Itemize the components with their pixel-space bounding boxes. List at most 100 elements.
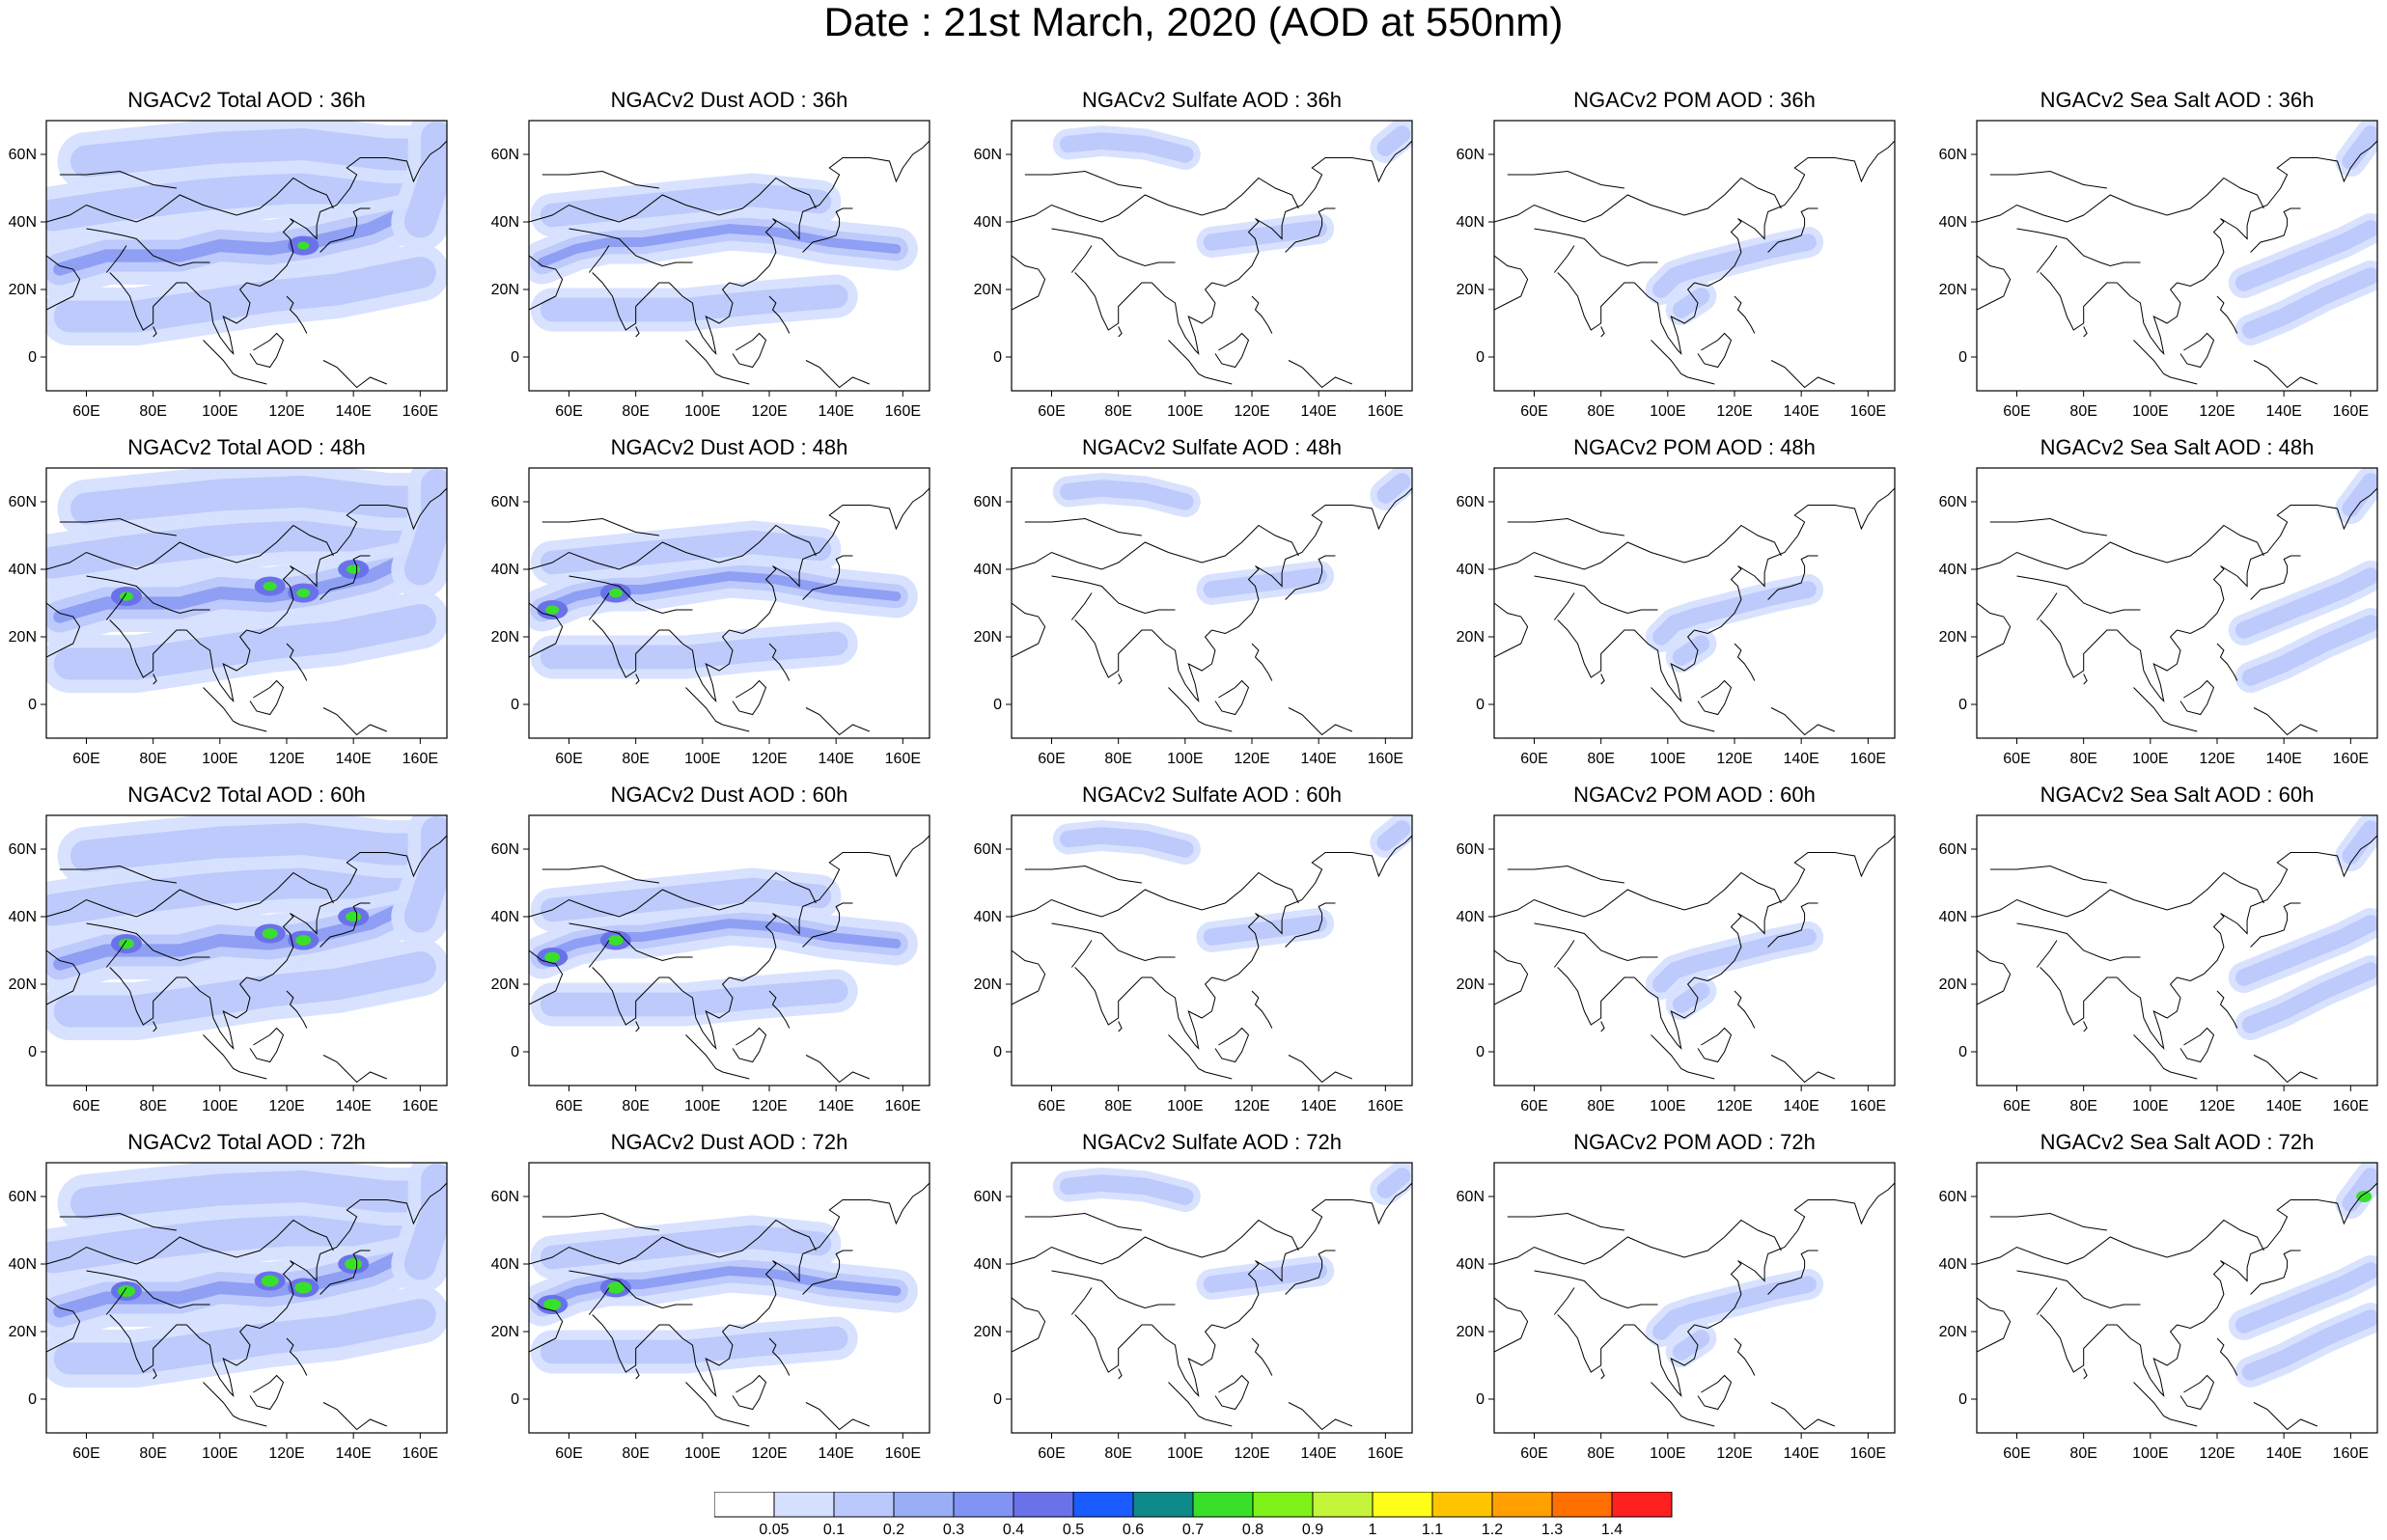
aod-field — [1012, 468, 1412, 738]
lat-tick-label: 40N — [1939, 1256, 1967, 1273]
aod-field — [1977, 468, 2377, 738]
panel-title: NGACv2 Total AOD : 48h — [127, 435, 366, 459]
lon-tick-label: 160E — [1368, 751, 1403, 767]
lon-tick-label: 160E — [2333, 403, 2369, 420]
lon-tick-label: 120E — [1234, 1098, 1269, 1114]
colorbar-box — [1072, 1492, 1134, 1518]
aod-plume-core — [1652, 928, 1817, 993]
aod-field — [1494, 121, 1895, 391]
aod-plume-core — [46, 850, 447, 926]
map-panel-seasalt-48h: 60E 80E 100E 120E 140E 160E 60N 40N 20N 0 — [1939, 467, 2378, 767]
panel-title: NGACv2 Sulfate AOD : 72h — [1081, 1130, 1343, 1154]
lon-tick-label: 160E — [1368, 1098, 1403, 1114]
colorbar-label: 1.2 — [1482, 1522, 1503, 1536]
colorbar-box — [1551, 1492, 1613, 1518]
panel-title: NGACv2 Dust AOD : 72h — [610, 1130, 848, 1154]
lon-tick-label: 80E — [2069, 403, 2096, 420]
aod-field — [46, 1163, 447, 1433]
lat-tick-label: 40N — [1457, 1256, 1485, 1273]
colorbar-box — [1192, 1492, 1254, 1518]
lat-tick-label: 0 — [511, 1391, 519, 1408]
lat-tick-label: 20N — [9, 1324, 37, 1340]
colorbar-label: 0.9 — [1302, 1522, 1323, 1536]
lat-tick-label: 40N — [491, 909, 519, 925]
aod-plume-core — [2241, 267, 2377, 339]
lon-tick-label: 60E — [555, 1445, 582, 1462]
panel-title: NGACv2 POM AOD : 72h — [1573, 1130, 1816, 1154]
aod-hotspot-core — [296, 588, 311, 598]
aod-hotspot-core — [263, 581, 277, 591]
lon-tick-label: 60E — [1038, 751, 1065, 767]
lon-tick-label: 60E — [2003, 1445, 2030, 1462]
aod-plume-core — [2234, 567, 2377, 639]
lon-tick-label: 160E — [1368, 1445, 1403, 1462]
aod-hotspot-core — [346, 911, 362, 922]
map-panel-dust-48h: 60E 80E 100E 120E 140E 160E 60N 40N 20N 0 — [491, 467, 930, 767]
lon-tick-label: 120E — [751, 1098, 787, 1114]
lat-tick-label: 0 — [1476, 1044, 1485, 1060]
map-frame — [45, 1162, 448, 1434]
lon-tick-label: 60E — [1520, 1445, 1547, 1462]
map-panel-sulfate-60h: 60E 80E 100E 120E 140E 160E 60N 40N 20N 0 — [974, 814, 1413, 1114]
aod-plume-core — [2342, 125, 2377, 170]
lat-tick-label: 40N — [9, 909, 37, 925]
lon-tick-label: 100E — [1650, 403, 1685, 420]
aod-field — [1012, 121, 1412, 391]
aod-field — [1494, 468, 1895, 738]
lat-tick-label: 0 — [1476, 697, 1485, 713]
lat-tick-label: 0 — [1958, 349, 1967, 366]
aod-field — [1977, 815, 2377, 1086]
map-panel-sulfate-36h: 60E 80E 100E 120E 140E 160E 60N 40N 20N 0 — [974, 120, 1413, 420]
aod-field — [1494, 1163, 1895, 1433]
lat-tick-label: 20N — [1457, 1324, 1485, 1340]
coastlines — [46, 1182, 447, 1431]
lat-tick-label: 0 — [28, 1044, 37, 1060]
aod-hotspot-core — [607, 935, 624, 946]
coastlines — [1012, 1182, 1412, 1431]
lon-tick-label: 160E — [1850, 751, 1886, 767]
aod-hotspot-core — [295, 935, 312, 946]
aod-plume-core — [1203, 567, 1327, 598]
lon-tick-label: 160E — [402, 403, 438, 420]
coastlines — [529, 1182, 930, 1431]
lat-tick-label: 40N — [491, 1256, 519, 1273]
panel-title: NGACv2 Sea Salt AOD : 36h — [2040, 88, 2315, 112]
lat-tick-label: 20N — [1939, 629, 1967, 646]
lon-tick-label: 100E — [684, 1098, 720, 1114]
aod-plume-core — [70, 128, 447, 178]
colorbar-box — [1611, 1492, 1673, 1518]
lon-tick-label: 140E — [818, 403, 853, 420]
lon-tick-label: 80E — [622, 403, 649, 420]
lon-tick-label: 80E — [139, 1445, 166, 1462]
map-panel-total-48h: 60E 80E 100E 120E 140E 160E 60N 40N 20N 0 — [9, 467, 448, 767]
aod-plume-core — [1652, 1276, 1817, 1340]
lon-tick-label: 120E — [2199, 1445, 2234, 1462]
colorbar-label: 1 — [1369, 1522, 1377, 1536]
lon-tick-label: 80E — [139, 1098, 166, 1114]
colorbar-box — [1491, 1492, 1553, 1518]
coastlines — [1977, 1182, 2377, 1431]
lon-tick-label: 80E — [2069, 1098, 2096, 1114]
lon-tick-label: 60E — [555, 403, 582, 420]
panel-title: NGACv2 Sulfate AOD : 60h — [1081, 783, 1343, 807]
lon-tick-label: 140E — [818, 751, 853, 767]
lon-tick-label: 100E — [2132, 403, 2168, 420]
lon-tick-label: 160E — [1368, 403, 1403, 420]
map-panel-sulfate-48h: 60E 80E 100E 120E 140E 160E 60N 40N 20N 0 — [974, 467, 1413, 767]
panel-title: NGACv2 Sulfate AOD : 36h — [1081, 88, 1343, 112]
aod-plume-core — [1672, 635, 1710, 666]
aod-field — [529, 121, 930, 391]
colorbar-label: 0.05 — [759, 1522, 789, 1536]
lat-tick-label: 0 — [28, 349, 37, 366]
aod-field — [46, 121, 447, 391]
map-frame — [1976, 814, 2378, 1086]
aod-hotspot-core — [297, 241, 310, 250]
aod-plume-core — [2342, 473, 2377, 517]
lat-tick-label: 0 — [993, 1044, 1002, 1060]
lon-tick-label: 140E — [818, 1445, 853, 1462]
map-panel-dust-36h: 60E 80E 100E 120E 140E 160E 60N 40N 20N 0 — [491, 120, 930, 420]
map-frame — [1976, 120, 2378, 392]
lat-tick-label: 60N — [1939, 841, 1967, 858]
lon-tick-label: 160E — [885, 1098, 921, 1114]
aod-plume-core — [1376, 820, 1411, 851]
